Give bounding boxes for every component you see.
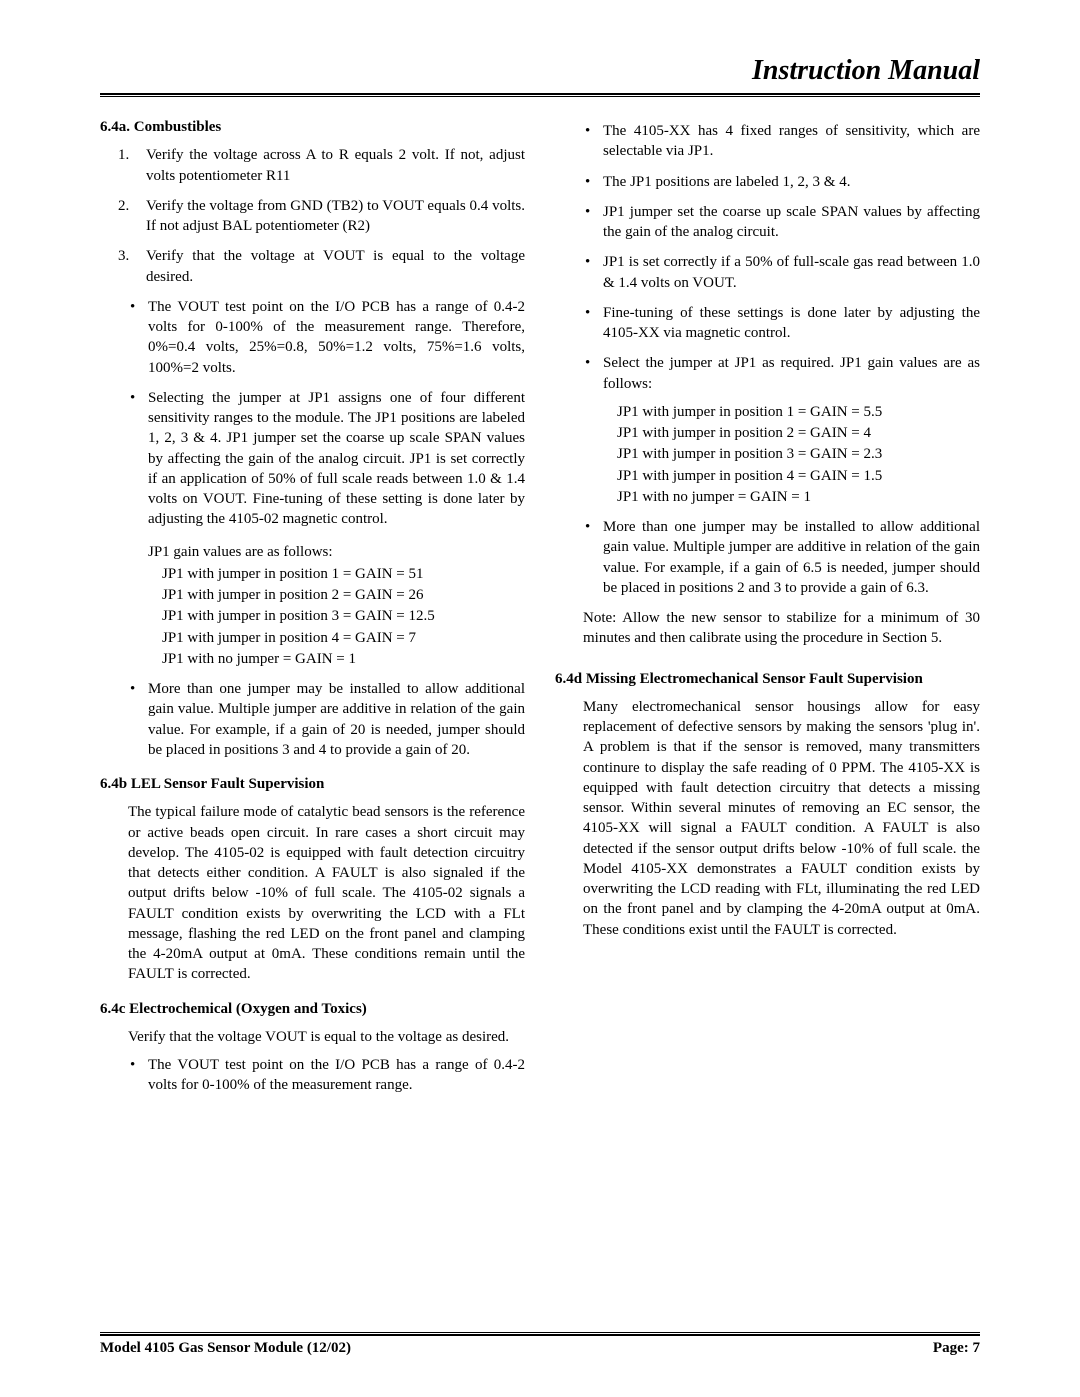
gain-line: JP1 with jumper in position 1 = GAIN = 5… — [162, 564, 525, 584]
footer-right: Page: 7 — [933, 1340, 980, 1357]
gain-intro: JP1 gain values are as follows: — [148, 542, 525, 562]
list-item-text: Verify the voltage across A to R equals … — [146, 147, 525, 183]
header-rule-thick — [100, 93, 980, 95]
list-64a-numbered: 1.Verify the voltage across A to R equal… — [128, 145, 525, 287]
gain-line: JP1 with no jumper = GAIN = 1 — [617, 487, 980, 507]
list-item: The 4105-XX has 4 fixed ranges of sensit… — [583, 121, 980, 162]
list-item: Fine-tuning of these settings is done la… — [583, 303, 980, 344]
list-item: 2.Verify the voltage from GND (TB2) to V… — [128, 196, 525, 237]
list-64a-bullets: The VOUT test point on the I/O PCB has a… — [128, 297, 525, 760]
gain-line: JP1 with jumper in position 4 = GAIN = 7 — [162, 628, 525, 648]
gain-line: JP1 with jumper in position 2 = GAIN = 2… — [162, 585, 525, 605]
list-item: The VOUT test point on the I/O PCB has a… — [128, 297, 525, 378]
para-64d: Many electromechanical sensor housings a… — [583, 697, 980, 940]
page-header-title: Instruction Manual — [100, 55, 980, 87]
footer-rule-thin — [100, 1332, 980, 1333]
gain-line: JP1 with jumper in position 3 = GAIN = 2… — [617, 444, 980, 464]
gain-line: JP1 with jumper in position 2 = GAIN = 4 — [617, 423, 980, 443]
list-item: The VOUT test point on the I/O PCB has a… — [128, 1055, 525, 1096]
page-footer: Model 4105 Gas Sensor Module (12/02) Pag… — [100, 1332, 980, 1357]
footer-left: Model 4105 Gas Sensor Module (12/02) — [100, 1340, 351, 1357]
gain-line: JP1 with no jumper = GAIN = 1 — [162, 649, 525, 669]
list-item: Selecting the jumper at JP1 assigns one … — [128, 388, 525, 669]
note-paragraph: Note: Allow the new sensor to stabilize … — [583, 608, 980, 649]
list-item: 3.Verify that the voltage at VOUT is equ… — [128, 246, 525, 287]
heading-64b: 6.4b LEL Sensor Fault Supervision — [100, 774, 525, 794]
list-item: The JP1 positions are labeled 1, 2, 3 & … — [583, 172, 980, 192]
para-64b: The typical failure mode of catalytic be… — [128, 802, 525, 984]
list-item-text: Select the jumper at JP1 as required. JP… — [603, 355, 980, 391]
heading-64c: 6.4c Electrochemical (Oxygen and Toxics) — [100, 999, 525, 1019]
list-right-top: The 4105-XX has 4 fixed ranges of sensit… — [583, 121, 980, 598]
list-item: JP1 is set correctly if a 50% of full-sc… — [583, 252, 980, 293]
content-columns: 6.4a. Combustibles 1.Verify the voltage … — [100, 115, 980, 1106]
list-item-text: Verify the voltage from GND (TB2) to VOU… — [146, 198, 525, 234]
list-item: More than one jumper may be installed to… — [128, 679, 525, 760]
gain-line: JP1 with jumper in position 3 = GAIN = 1… — [162, 606, 525, 626]
list-item-text: Selecting the jumper at JP1 assigns one … — [148, 390, 525, 528]
list-item: JP1 jumper set the coarse up scale SPAN … — [583, 202, 980, 243]
gain-line: JP1 with jumper in position 4 = GAIN = 1… — [617, 466, 980, 486]
list-item-text: Verify that the voltage at VOUT is equal… — [146, 248, 525, 284]
left-column: 6.4a. Combustibles 1.Verify the voltage … — [100, 115, 525, 1106]
right-column: The 4105-XX has 4 fixed ranges of sensit… — [555, 115, 980, 1106]
footer-rule-thick — [100, 1334, 980, 1336]
para-64c: Verify that the voltage VOUT is equal to… — [128, 1027, 525, 1047]
list-64c-bullets: The VOUT test point on the I/O PCB has a… — [128, 1055, 525, 1096]
header-rule-thin — [100, 96, 980, 97]
list-item: More than one jumper may be installed to… — [583, 517, 980, 598]
list-item: Select the jumper at JP1 as required. JP… — [583, 353, 980, 507]
heading-64d: 6.4d Missing Electromechanical Sensor Fa… — [555, 669, 980, 689]
list-item: 1.Verify the voltage across A to R equal… — [128, 145, 525, 186]
gain-line: JP1 with jumper in position 1 = GAIN = 5… — [617, 402, 980, 422]
heading-64a: 6.4a. Combustibles — [100, 117, 525, 137]
